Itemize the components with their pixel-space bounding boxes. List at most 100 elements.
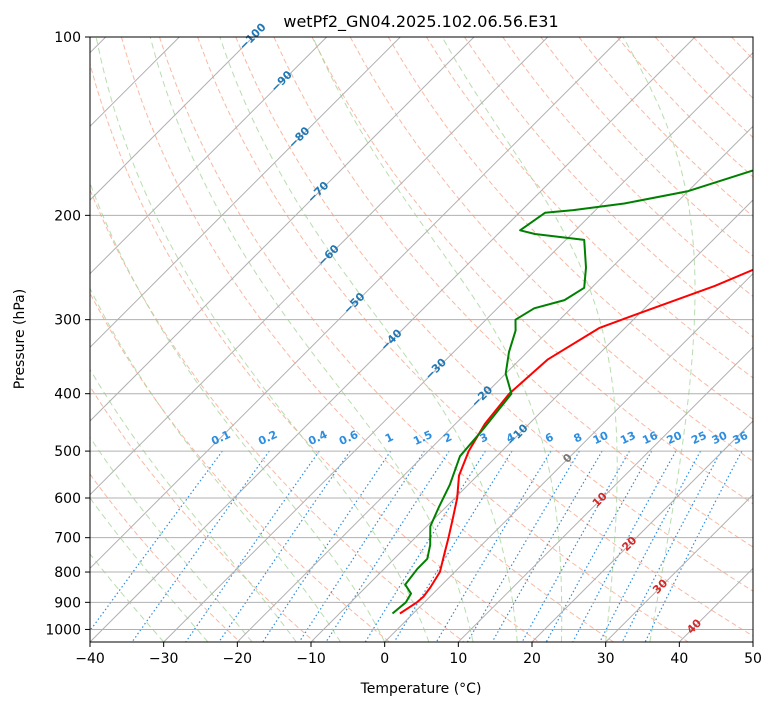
- chart-title: wetPf2_GN04.2025.102.06.56.E31: [283, 12, 558, 32]
- dry-adiabat-line: [90, 62, 540, 642]
- isotherm-line: [90, 37, 549, 496]
- mixing-ratio-label: 10: [591, 429, 611, 447]
- isotherm-line: [236, 125, 753, 642]
- moist-adiabat-line: [90, 368, 297, 642]
- dry-adiabat-line: [90, 473, 241, 642]
- mixing-ratio-label: 6: [543, 430, 556, 445]
- mixing-ratio-label: 1: [383, 430, 395, 445]
- moist-adiabat-line: [90, 287, 341, 642]
- dry-adiabat-line: [349, 37, 753, 462]
- moist-adiabat-line: [622, 37, 696, 642]
- y-tick-label: 200: [54, 208, 81, 224]
- dry-adiabat-line: [692, 37, 753, 99]
- y-axis-ticks: 100 200 300 400 500 600 700 800 900 1000: [45, 30, 90, 638]
- x-tick-label: 40: [670, 651, 688, 667]
- gridlines: [90, 36, 753, 630]
- dry-adiabat-line: [159, 37, 689, 642]
- y-tick-label: 800: [54, 565, 81, 581]
- mixing-ratio-line: [435, 450, 552, 642]
- isotherm-line: [457, 346, 753, 642]
- moist-adiabat-line: [90, 181, 386, 642]
- dewpoint-profile-line: [391, 169, 753, 615]
- mixing-ratio-line: [572, 450, 677, 642]
- mixing-ratio-label: 8: [572, 430, 584, 445]
- mixing-ratio-line: [262, 450, 392, 642]
- mixing-ratio-label: 30: [710, 429, 730, 447]
- mixing-ratio-label: 16: [640, 429, 660, 447]
- isotherm-line: [163, 51, 753, 642]
- dry-adiabat-line: [464, 37, 753, 338]
- mixing-ratio-line: [131, 450, 270, 642]
- dry-adiabat-line: [311, 37, 753, 505]
- dry-adiabat-line: [90, 385, 316, 642]
- y-tick-label: 300: [54, 313, 81, 329]
- isotherm-line: [384, 272, 753, 642]
- isotherm-line: [531, 420, 753, 642]
- x-tick-label: 50: [744, 651, 762, 667]
- y-tick-label: 600: [54, 491, 81, 507]
- y-axis-label: Pressure (hPa): [12, 289, 28, 389]
- isotherm-line: [90, 37, 254, 201]
- mixing-ratio-line: [90, 450, 223, 632]
- moist-adiabat-line: [219, 37, 518, 642]
- mixing-ratio-line: [599, 450, 702, 642]
- x-axis-label: Temperature (°C): [360, 681, 482, 697]
- dry-adiabat-line: [502, 37, 753, 298]
- dry-adiabat-line: [120, 37, 614, 642]
- x-tick-label: −10: [296, 651, 326, 667]
- mixing-ratio-line: [521, 450, 631, 642]
- y-tick-label: 400: [54, 387, 81, 403]
- dry-adiabat-line: [654, 37, 753, 139]
- mixing-ratio-line: [298, 450, 425, 642]
- dry-adiabat-line: [770, 37, 775, 642]
- temperature-profile-line: [399, 268, 753, 615]
- y-tick-label: 500: [54, 444, 81, 460]
- y-tick-label: 900: [54, 595, 81, 611]
- x-tick-label: 20: [523, 651, 541, 667]
- y-tick-label: 100: [54, 30, 81, 46]
- x-tick-label: 30: [597, 651, 615, 667]
- moist-adiabat-line: [95, 37, 430, 642]
- moist-adiabat-line: [90, 436, 253, 642]
- isotherm-line: [90, 37, 696, 642]
- mixing-ratio-line: [185, 450, 320, 642]
- dry-adiabat-line: [235, 37, 753, 592]
- mixing-ratio-line: [466, 450, 580, 642]
- mixing-ratio-label: 2: [442, 430, 454, 445]
- mixing-ratio-line: [491, 450, 603, 642]
- mixing-ratio-line: [621, 450, 722, 642]
- mixing-ratio-label: 36: [731, 429, 751, 447]
- mixing-ratio-label: 0.4: [306, 428, 329, 448]
- dry-adiabat-line: [90, 292, 390, 642]
- line-labels: −100−90−80−70−60−50−40−30−20−10010203040…: [209, 20, 750, 636]
- isotherm-line: [90, 37, 328, 275]
- x-tick-label: −30: [149, 651, 179, 667]
- x-tick-label: −20: [223, 651, 253, 667]
- mixing-ratio-label: 0.1: [209, 428, 232, 448]
- isotherm-line: [752, 641, 753, 642]
- isotherm-line: [605, 493, 753, 642]
- x-tick-label: 10: [449, 651, 467, 667]
- x-tick-label: 0: [380, 651, 389, 667]
- background-lines: [90, 37, 775, 642]
- mixing-ratio-line: [644, 450, 743, 642]
- mixing-ratio-line: [364, 450, 486, 642]
- mixing-ratio-label: 20: [665, 429, 685, 447]
- mixing-ratio-label: 13: [618, 429, 637, 447]
- profile-series: [391, 169, 753, 615]
- plot-frame: [89, 36, 754, 643]
- mixing-ratio-label: 0.2: [256, 428, 279, 448]
- moist-adiabat-line: [441, 37, 618, 642]
- dry-adiabat-line: [578, 37, 753, 218]
- mixing-ratio-line: [545, 450, 653, 642]
- moist-adiabat-line: [312, 37, 563, 642]
- dry-adiabat-line: [425, 37, 753, 379]
- isotherm-line: [310, 199, 753, 642]
- isotherm-line: [90, 37, 622, 570]
- mixing-ratio-label: 25: [689, 429, 708, 447]
- isotherm-label: −30: [423, 356, 450, 383]
- y-tick-label: 1000: [45, 622, 81, 638]
- dry-adiabat-line: [273, 37, 753, 548]
